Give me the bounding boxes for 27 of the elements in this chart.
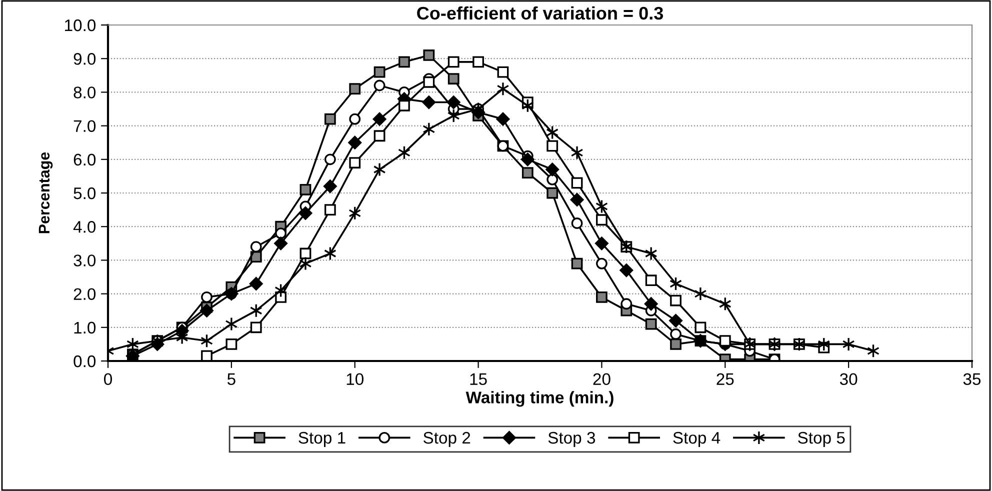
chart-title: Co-efficient of variation = 0.3	[417, 6, 664, 20]
x-tick-label: 5	[227, 373, 236, 386]
y-tick-label: 2.0	[74, 288, 96, 300]
x-tick-label: 20	[593, 373, 610, 386]
y-tick-label: 0.0	[74, 355, 96, 368]
legend-label: Stop 2	[423, 432, 470, 447]
y-tick-label: 3.0	[74, 254, 96, 266]
legend-label: Stop 3	[548, 432, 596, 447]
y-axis-title: Percentage	[38, 152, 53, 234]
x-tick-label: 10	[346, 373, 364, 386]
y-tick-label: 6.0	[74, 154, 96, 166]
x-tick-label: 35	[963, 373, 981, 386]
x-axis-title: Waiting time (min.)	[466, 391, 614, 407]
x-tick-label: 30	[840, 373, 858, 386]
y-tick-label: 5.0	[74, 187, 96, 200]
y-tick-label: 4.0	[73, 221, 96, 233]
x-tick-label: 25	[716, 373, 734, 386]
x-tick-label: 15	[470, 373, 487, 386]
y-tick-label: 8.0	[74, 86, 96, 98]
y-tick-label: 1.0	[74, 322, 96, 334]
legend-label: Stop 5	[798, 432, 845, 447]
legend-label: Stop 1	[298, 432, 346, 447]
x-tick-label: 0	[104, 373, 112, 386]
y-tick-label: 9.0	[74, 53, 96, 65]
legend-label: Stop 4	[673, 432, 720, 447]
y-tick-label: 7.0	[74, 120, 96, 132]
y-tick-label: 10.0	[65, 19, 96, 32]
